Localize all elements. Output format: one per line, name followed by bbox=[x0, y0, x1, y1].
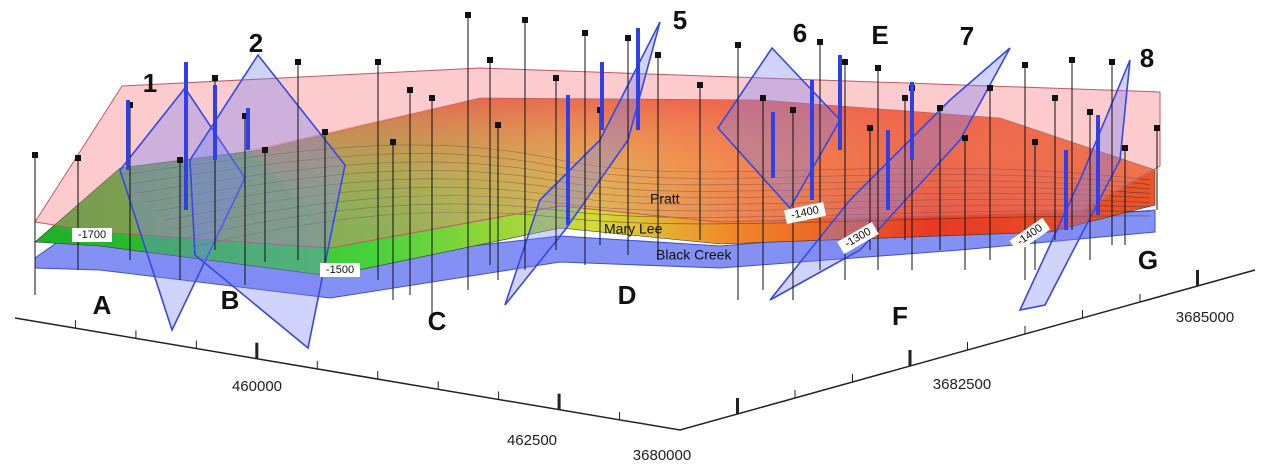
contour-line bbox=[128, 153, 1151, 185]
block-label: G bbox=[1138, 245, 1158, 275]
well-head bbox=[1032, 139, 1038, 145]
y-axis-label: 3682500 bbox=[933, 376, 991, 393]
fault-plane bbox=[189, 53, 346, 350]
block-label: D bbox=[618, 280, 637, 310]
well-head bbox=[655, 52, 661, 58]
layer-label: Pratt bbox=[650, 191, 680, 207]
well-head bbox=[817, 39, 823, 45]
well-head bbox=[212, 75, 218, 81]
contour-line bbox=[146, 170, 1151, 203]
well-head bbox=[937, 105, 943, 111]
contour-label: -1500 bbox=[326, 264, 354, 276]
well-head bbox=[1087, 109, 1093, 115]
contour-line bbox=[155, 178, 1151, 212]
block-label: A bbox=[93, 290, 112, 320]
well-head bbox=[582, 30, 588, 36]
well-head bbox=[487, 57, 493, 63]
surface-shade bbox=[250, 98, 1155, 230]
well-head bbox=[1052, 95, 1058, 101]
label-box bbox=[783, 201, 827, 225]
well-head bbox=[735, 42, 741, 48]
well-head bbox=[987, 85, 993, 91]
contour-line bbox=[137, 161, 1151, 194]
contour-label: -1700 bbox=[78, 229, 106, 241]
well-head bbox=[407, 87, 413, 93]
contour-line bbox=[173, 195, 1151, 230]
axes bbox=[14, 269, 1256, 431]
x-axis-label: 462500 bbox=[507, 432, 557, 449]
contour-label: -1400 bbox=[790, 204, 820, 222]
well-head bbox=[553, 75, 559, 81]
fault-label: 5 bbox=[673, 5, 687, 35]
well-head bbox=[902, 95, 908, 101]
well-head bbox=[262, 147, 268, 153]
contour-line bbox=[164, 186, 1151, 221]
block-label: B bbox=[221, 285, 240, 315]
pratt-plane bbox=[34, 67, 1161, 249]
fault-label: 2 bbox=[249, 28, 263, 58]
label-box bbox=[320, 263, 360, 277]
well-head bbox=[1154, 125, 1160, 131]
x-axis-label: 460000 bbox=[232, 378, 282, 395]
well-head bbox=[760, 95, 766, 101]
well-head bbox=[790, 107, 796, 113]
layer-label: Mary Lee bbox=[604, 221, 663, 237]
y-axis-label: 3680000 bbox=[633, 447, 691, 464]
well-head bbox=[495, 122, 501, 128]
well-head bbox=[962, 135, 968, 141]
contour-line bbox=[191, 211, 1151, 248]
well-head bbox=[429, 95, 435, 101]
well-head bbox=[1069, 57, 1075, 63]
block-label: C bbox=[428, 306, 447, 336]
fault-label: 6 bbox=[793, 18, 807, 48]
well-head bbox=[522, 17, 528, 23]
well-head bbox=[697, 82, 703, 88]
block-label: E bbox=[871, 20, 888, 50]
block-label: F bbox=[892, 301, 908, 331]
label-box bbox=[837, 221, 879, 255]
well-head bbox=[295, 59, 301, 65]
well-head bbox=[867, 125, 873, 131]
layer-label: Black Creek bbox=[656, 247, 732, 263]
axis-labels: 460000 462500 3680000 3682500 3685000 bbox=[232, 309, 1234, 464]
well-head bbox=[322, 129, 328, 135]
well-head bbox=[32, 152, 38, 158]
fault-label: 7 bbox=[960, 21, 974, 51]
well-head bbox=[465, 12, 471, 18]
well-head bbox=[875, 65, 881, 71]
well-head bbox=[1022, 62, 1028, 68]
label-box bbox=[72, 228, 112, 242]
well-head bbox=[75, 155, 81, 161]
wells bbox=[32, 12, 1160, 320]
label-box bbox=[1009, 217, 1051, 253]
axis-line bbox=[14, 269, 1256, 431]
well-head bbox=[177, 157, 183, 163]
well-head bbox=[842, 59, 848, 65]
layer-labels: Pratt Mary Lee Black Creek bbox=[604, 191, 732, 263]
axis-ticks bbox=[74, 270, 1199, 420]
fault-labels: 1 2 5 6 7 8 bbox=[143, 5, 1154, 98]
well-head bbox=[625, 35, 631, 41]
rotated-label: -1400 bbox=[783, 201, 827, 225]
well-head bbox=[1109, 59, 1115, 65]
well-head bbox=[242, 113, 248, 119]
well-head bbox=[1122, 145, 1128, 151]
fault-plane bbox=[1018, 59, 1131, 312]
fault-label: 1 bbox=[143, 68, 157, 98]
well-head bbox=[375, 59, 381, 65]
block-labels: A B C D E F G bbox=[93, 20, 1159, 336]
well-head bbox=[390, 139, 396, 145]
fault-label: 8 bbox=[1140, 43, 1154, 73]
contour-line bbox=[182, 203, 1151, 239]
y-axis-label: 3685000 bbox=[1176, 309, 1234, 326]
